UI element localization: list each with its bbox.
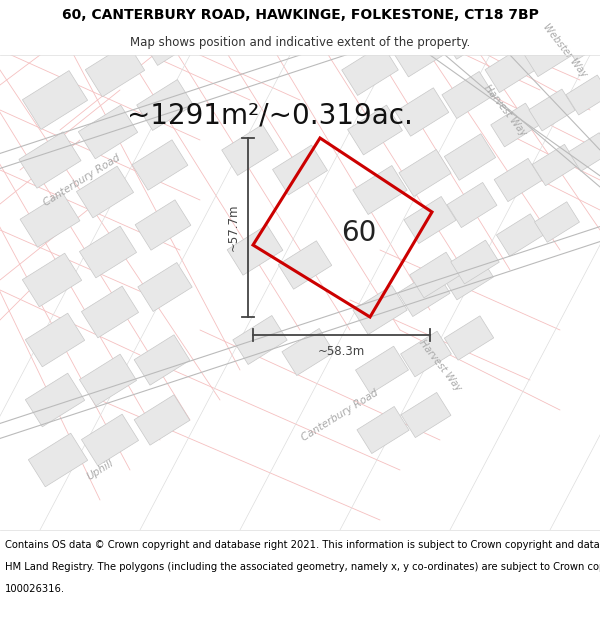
- Polygon shape: [132, 140, 188, 190]
- Polygon shape: [233, 316, 287, 364]
- Polygon shape: [28, 433, 88, 487]
- Polygon shape: [485, 48, 535, 92]
- Polygon shape: [562, 19, 600, 61]
- Polygon shape: [22, 71, 88, 129]
- Polygon shape: [395, 88, 449, 136]
- Text: ~1291m²/~0.319ac.: ~1291m²/~0.319ac.: [127, 102, 413, 130]
- Polygon shape: [25, 313, 85, 367]
- Polygon shape: [524, 33, 572, 77]
- Polygon shape: [85, 43, 145, 97]
- Polygon shape: [529, 89, 575, 131]
- Polygon shape: [135, 200, 191, 250]
- Polygon shape: [401, 392, 451, 438]
- Polygon shape: [347, 105, 403, 155]
- Polygon shape: [445, 134, 496, 180]
- Polygon shape: [398, 269, 450, 316]
- Polygon shape: [19, 132, 81, 188]
- Polygon shape: [22, 253, 82, 307]
- Polygon shape: [221, 124, 278, 176]
- Polygon shape: [82, 286, 139, 338]
- Polygon shape: [82, 414, 139, 466]
- Polygon shape: [442, 71, 494, 119]
- Text: Contains OS data © Crown copyright and database right 2021. This information is : Contains OS data © Crown copyright and d…: [5, 540, 600, 550]
- Polygon shape: [142, 14, 199, 66]
- Polygon shape: [447, 182, 497, 228]
- Polygon shape: [569, 132, 600, 171]
- Polygon shape: [496, 214, 544, 256]
- Polygon shape: [76, 166, 134, 218]
- Text: Uphill: Uphill: [85, 458, 115, 482]
- Polygon shape: [137, 79, 193, 131]
- Polygon shape: [79, 354, 137, 406]
- Polygon shape: [443, 254, 493, 300]
- Text: HM Land Registry. The polygons (including the associated geometry, namely x, y c: HM Land Registry. The polygons (includin…: [5, 562, 600, 572]
- Polygon shape: [79, 226, 137, 278]
- Text: Canterbury Road: Canterbury Road: [300, 388, 380, 442]
- Polygon shape: [353, 166, 407, 214]
- Polygon shape: [278, 241, 332, 289]
- Polygon shape: [392, 27, 448, 77]
- Text: 60, CANTERBURY ROAD, HAWKINGE, FOLKESTONE, CT18 7BP: 60, CANTERBURY ROAD, HAWKINGE, FOLKESTON…: [62, 8, 538, 22]
- Polygon shape: [20, 192, 80, 248]
- Text: Webster Way: Webster Way: [541, 21, 589, 79]
- Polygon shape: [282, 329, 334, 376]
- Text: Harvest Way: Harvest Way: [417, 338, 463, 392]
- Polygon shape: [341, 44, 398, 96]
- Text: 100026316.: 100026316.: [5, 584, 65, 594]
- Text: Harvest Way: Harvest Way: [482, 82, 528, 138]
- Text: Map shows position and indicative extent of the property.: Map shows position and indicative extent…: [130, 36, 470, 49]
- Polygon shape: [494, 158, 542, 202]
- Text: 60: 60: [341, 219, 376, 247]
- Polygon shape: [134, 395, 190, 445]
- Polygon shape: [79, 105, 137, 159]
- Polygon shape: [227, 225, 283, 275]
- Polygon shape: [532, 144, 578, 186]
- Text: Canterbury Road: Canterbury Road: [42, 152, 122, 208]
- Text: ~58.3m: ~58.3m: [318, 345, 365, 358]
- Polygon shape: [353, 286, 407, 334]
- Polygon shape: [134, 335, 190, 385]
- Polygon shape: [357, 406, 409, 454]
- Polygon shape: [404, 196, 456, 244]
- Polygon shape: [138, 262, 192, 311]
- Text: ~57.7m: ~57.7m: [227, 204, 240, 251]
- Polygon shape: [535, 202, 580, 242]
- Polygon shape: [445, 316, 494, 360]
- Polygon shape: [451, 240, 499, 284]
- Polygon shape: [401, 331, 451, 377]
- Polygon shape: [491, 103, 539, 147]
- Polygon shape: [272, 145, 328, 195]
- Polygon shape: [441, 11, 495, 59]
- Polygon shape: [410, 252, 460, 298]
- Polygon shape: [356, 346, 409, 394]
- Polygon shape: [25, 373, 85, 427]
- Polygon shape: [566, 75, 600, 115]
- Polygon shape: [399, 149, 451, 196]
